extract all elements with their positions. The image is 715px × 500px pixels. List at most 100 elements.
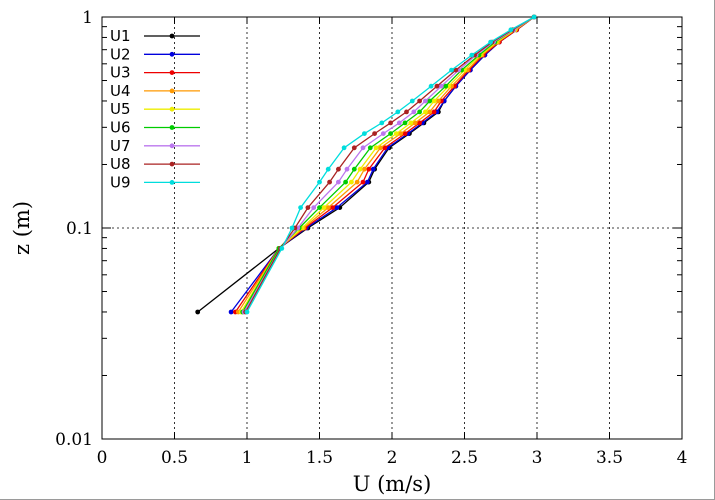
data-point bbox=[417, 109, 422, 115]
data-point bbox=[289, 225, 295, 231]
data-point bbox=[449, 67, 454, 73]
series-line-u2 bbox=[230, 16, 535, 313]
data-point bbox=[434, 83, 440, 89]
series-line-u8 bbox=[245, 16, 535, 313]
y-axis-title: z (m) bbox=[10, 201, 34, 255]
legend-label: U9 bbox=[110, 173, 131, 191]
data-point bbox=[365, 179, 370, 185]
data-point bbox=[436, 98, 441, 104]
y-tick-label: 1 bbox=[82, 8, 93, 28]
data-point bbox=[336, 166, 341, 172]
x-tick-label: 4 bbox=[677, 448, 688, 468]
legend-swatch-marker bbox=[169, 70, 175, 75]
data-point bbox=[366, 166, 372, 172]
data-point bbox=[427, 98, 433, 104]
data-point bbox=[388, 131, 393, 137]
legend-label: U6 bbox=[110, 119, 131, 137]
data-point bbox=[398, 131, 404, 137]
data-point bbox=[402, 120, 408, 126]
data-point bbox=[508, 27, 514, 33]
data-point bbox=[431, 109, 437, 115]
data-point bbox=[362, 166, 367, 172]
series-layer bbox=[195, 14, 537, 315]
series-line-u1 bbox=[197, 16, 535, 313]
x-tick-label: 3.5 bbox=[596, 448, 623, 468]
data-point bbox=[423, 109, 428, 115]
legend-label: U3 bbox=[110, 64, 131, 82]
data-point bbox=[378, 145, 383, 151]
series-u1 bbox=[195, 14, 537, 315]
data-point bbox=[411, 109, 417, 115]
series-u8 bbox=[243, 14, 537, 315]
data-point bbox=[438, 83, 444, 89]
grid-layer bbox=[102, 17, 682, 439]
series-u6 bbox=[240, 14, 537, 315]
data-point bbox=[279, 246, 285, 251]
legend-swatch-marker bbox=[169, 51, 175, 57]
legend-swatch-marker bbox=[169, 143, 175, 149]
data-point bbox=[344, 166, 350, 172]
x-tick-label: 0.5 bbox=[161, 448, 188, 468]
data-point bbox=[412, 120, 418, 126]
data-point bbox=[372, 131, 377, 137]
data-point bbox=[327, 179, 332, 185]
data-point bbox=[351, 145, 357, 151]
data-point bbox=[453, 67, 459, 73]
data-point bbox=[351, 166, 357, 172]
legend-swatch-marker bbox=[169, 180, 175, 185]
data-point bbox=[379, 120, 385, 126]
x-tick-label: 1.5 bbox=[306, 448, 333, 468]
x-axis-title: U (m/s) bbox=[353, 472, 432, 496]
data-point bbox=[357, 166, 363, 172]
data-point bbox=[488, 39, 493, 45]
data-point bbox=[228, 309, 234, 315]
data-point bbox=[311, 205, 317, 211]
data-point bbox=[321, 205, 327, 211]
data-point bbox=[325, 205, 331, 211]
series-line-u5 bbox=[240, 16, 535, 313]
data-point bbox=[195, 309, 201, 315]
legend-swatch-marker bbox=[169, 33, 175, 39]
x-tick-label: 2.5 bbox=[451, 448, 478, 468]
series-u5 bbox=[238, 14, 537, 315]
data-point bbox=[395, 109, 401, 115]
data-point bbox=[343, 179, 348, 185]
data-point bbox=[404, 109, 409, 115]
data-point bbox=[330, 205, 335, 211]
legend-swatch-marker bbox=[169, 125, 175, 130]
data-point bbox=[427, 109, 433, 115]
legend-label: U7 bbox=[110, 137, 131, 155]
data-point bbox=[531, 14, 537, 20]
series-u9 bbox=[244, 14, 537, 315]
series-line-u3 bbox=[234, 16, 535, 313]
data-point bbox=[360, 179, 366, 185]
data-point bbox=[354, 179, 360, 185]
data-point bbox=[409, 98, 415, 104]
series-line-u9 bbox=[246, 16, 535, 313]
x-tick-label: 1 bbox=[242, 448, 253, 468]
series-u7 bbox=[241, 14, 537, 315]
data-point bbox=[469, 52, 475, 58]
data-point bbox=[341, 145, 347, 151]
data-point bbox=[431, 98, 437, 104]
data-point bbox=[423, 98, 428, 104]
series-line-u4 bbox=[237, 16, 535, 313]
data-point bbox=[244, 309, 250, 315]
data-point bbox=[393, 131, 399, 137]
y-tick-label: 0.01 bbox=[55, 430, 93, 450]
x-tick-label: 3 bbox=[532, 448, 543, 468]
plot-border bbox=[101, 16, 683, 440]
legend-swatch-marker bbox=[169, 106, 175, 112]
x-tick-label: 0 bbox=[97, 448, 108, 468]
data-point bbox=[417, 98, 422, 104]
data-point bbox=[325, 166, 331, 172]
data-point bbox=[380, 131, 386, 137]
data-point bbox=[298, 205, 303, 211]
series-line-u6 bbox=[242, 16, 535, 313]
data-point bbox=[417, 120, 422, 126]
legend-swatch-marker bbox=[169, 161, 175, 167]
data-point bbox=[305, 205, 311, 211]
